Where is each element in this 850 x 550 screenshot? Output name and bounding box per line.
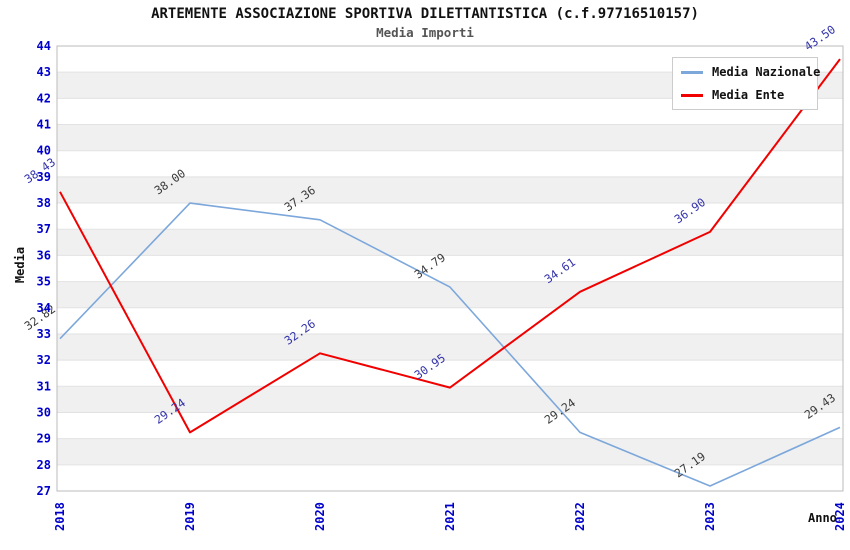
y-tick-label: 28: [37, 458, 51, 472]
legend-swatch-media-ente: [681, 93, 703, 97]
legend: Media Nazionale Media Ente: [672, 57, 820, 110]
plot-border: [56, 45, 844, 492]
y-tick-label: 34: [37, 301, 51, 315]
y-tick-label: 41: [37, 118, 51, 132]
y-tick-label: 27: [37, 484, 51, 498]
x-tick-label: 2024: [833, 502, 847, 531]
y-tick-label: 40: [37, 144, 51, 158]
y-tick-label: 38: [37, 196, 51, 210]
y-tick-label: 44: [37, 39, 51, 53]
x-tick-label: 2018: [53, 502, 67, 531]
x-tick-label: 2023: [703, 502, 717, 531]
x-tick-label: 2020: [313, 502, 327, 531]
y-tick-label: 35: [37, 275, 51, 289]
x-tick-label: 2019: [183, 502, 197, 531]
data-point-label: 43.50: [802, 22, 838, 53]
x-axis-title: Anno: [808, 511, 837, 525]
grid-band: [57, 386, 843, 413]
legend-item-media-ente: Media Ente: [681, 88, 809, 102]
series-line-nazionale: [59, 202, 841, 487]
legend-label: Media Ente: [712, 88, 785, 102]
y-tick-label: 37: [37, 222, 51, 236]
x-tick-label: 2021: [443, 502, 457, 531]
y-tick-label: 33: [37, 327, 51, 341]
chart-title: ARTEMENTE ASSOCIAZIONE SPORTIVA DILETTAN…: [151, 6, 699, 22]
legend-item-media-nazionale: Media Nazionale: [681, 65, 820, 79]
grid-band: [57, 281, 843, 308]
y-tick-label: 36: [37, 248, 51, 262]
x-tick-label: 2022: [573, 502, 587, 531]
chart-subtitle: Media Importi: [376, 25, 474, 40]
y-tick-label: 29: [37, 432, 51, 446]
y-tick-label: 43: [37, 65, 51, 79]
grid-band: [57, 333, 843, 361]
y-tick-label: 32: [37, 353, 51, 367]
y-tick-label: 30: [37, 405, 51, 419]
grid-band: [57, 438, 843, 465]
grid-band: [57, 124, 843, 151]
grid-band: [57, 229, 843, 256]
grid-band: [57, 176, 843, 204]
y-tick-label: 42: [37, 91, 51, 105]
legend-label: Media Nazionale: [712, 65, 821, 79]
y-tick-label: 31: [37, 379, 51, 393]
y-tick-label: 39: [37, 170, 51, 184]
series-line-ente: [59, 58, 841, 434]
legend-swatch-media-nazionale: [681, 70, 703, 74]
y-axis-title: Media: [13, 246, 28, 284]
